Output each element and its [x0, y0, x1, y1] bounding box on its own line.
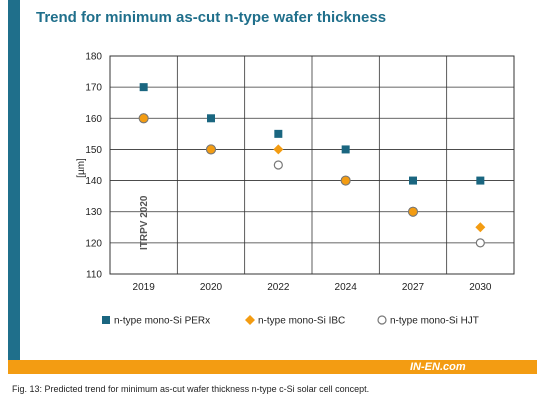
perx-point — [409, 176, 417, 185]
figure-caption: Fig. 13: Predicted trend for minimum as-… — [12, 384, 370, 394]
y-tick-label: 160 — [85, 114, 102, 125]
legend: n-type mono-Si PERx n-type mono-Si IBC n-t… — [102, 315, 479, 327]
y-tick-label: 130 — [85, 207, 102, 218]
legend-hjt-marker — [377, 315, 387, 325]
x-axis-ticks: 2019 2020 2022 2024 2027 2030 — [133, 282, 492, 293]
ibc-point — [475, 222, 486, 233]
hjt-point — [273, 160, 283, 170]
perx-point — [139, 83, 148, 92]
perx-point — [274, 129, 283, 138]
hjt-point — [475, 238, 485, 248]
ibc-point — [206, 144, 216, 155]
watermark-text: ITRPV 2020 — [139, 195, 150, 250]
y-tick-label: 170 — [85, 83, 102, 94]
y-tick-label: 120 — [85, 238, 102, 249]
legend-perx-marker — [102, 316, 110, 324]
x-tick-label: 2020 — [200, 282, 223, 293]
ibc-point — [408, 206, 418, 217]
perx-point — [207, 114, 215, 123]
data-marks — [138, 83, 486, 248]
perx-point — [476, 176, 485, 185]
ibc-point — [273, 144, 284, 155]
y-axis-label: [µm] — [76, 158, 87, 178]
left-accent-bar — [8, 0, 20, 372]
y-tick-label: 140 — [85, 176, 102, 187]
x-tick-label: 2024 — [335, 282, 358, 293]
perx-point — [341, 145, 350, 154]
bottom-accent-band — [8, 360, 537, 374]
brand-logo-text: IN-EN.com — [410, 361, 466, 373]
x-tick-label: 2030 — [469, 282, 492, 293]
ibc-point — [340, 175, 351, 186]
y-tick-label: 150 — [85, 145, 102, 156]
grid — [110, 56, 514, 274]
legend-ibc-label: n-type mono-Si IBC — [258, 316, 345, 327]
x-tick-label: 2019 — [133, 282, 156, 293]
chart-title: Trend for minimum as-cut n-type wafer th… — [36, 9, 387, 26]
legend-hjt-label: n-type mono-Si HJT — [390, 316, 479, 327]
y-axis-ticks: 110 120 130 140 150 160 170 180 — [85, 52, 102, 281]
x-tick-label: 2022 — [267, 282, 290, 293]
y-tick-label: 110 — [86, 270, 102, 281]
x-tick-label: 2027 — [402, 282, 425, 293]
legend-ibc-marker — [245, 315, 255, 325]
legend-perx-label: n-type mono-Si PERx — [114, 316, 210, 327]
y-tick-label: 180 — [85, 52, 102, 63]
ibc-point — [138, 113, 149, 124]
